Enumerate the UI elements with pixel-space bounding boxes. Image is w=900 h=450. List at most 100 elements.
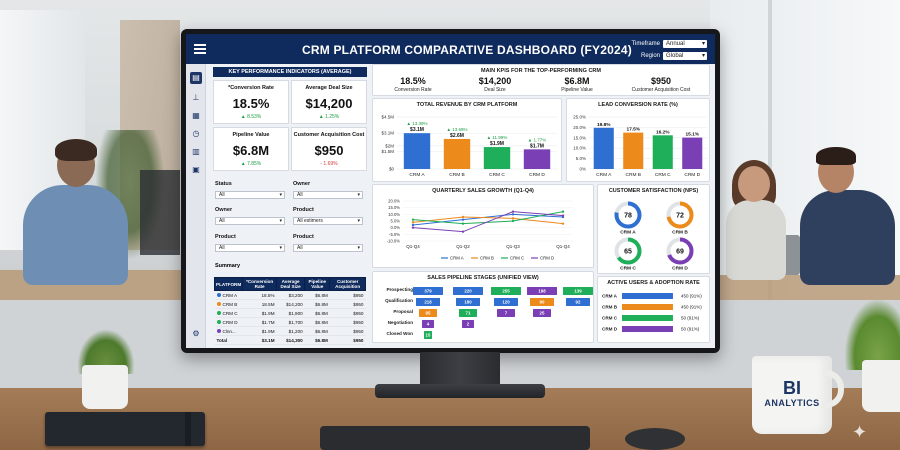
cac-cell: $950 [329, 317, 366, 327]
calendar-icon[interactable]: ▣ [192, 165, 200, 174]
main-kpi-value: $14,200 [478, 76, 512, 86]
timeframe-label: Timeframe [631, 41, 660, 47]
pipeline-stage-block [419, 309, 437, 317]
total-conversion: $3.1M [242, 335, 277, 345]
pipeline-stage-block [491, 287, 521, 295]
table-row[interactable]: CRM B 18.5M $14,200 $6.8M $950 [214, 299, 366, 309]
pipeline-stage-value: 4 [427, 322, 430, 327]
pipeline-stage-block [462, 320, 474, 328]
table-row[interactable]: CRM D $1.7M $1,700 $6.8M $950 [214, 317, 366, 327]
top-bar: CRM PLATFORM COMPARATIVE DASHBOARD (FY20… [186, 34, 715, 64]
status-filter-select[interactable]: All [215, 191, 285, 199]
user-bar-label: CRM C [602, 316, 618, 321]
nps-label: CRM B [672, 230, 688, 236]
dashboard-icon[interactable]: ▤ [190, 72, 202, 84]
y-tick-label: -5.0% [389, 232, 400, 237]
quarterly-growth-panel: QUARTERLY SALES GROWTH (Q1-Q4) -10.0% -5.… [372, 184, 594, 268]
hamburger-menu-icon[interactable] [194, 44, 206, 54]
region-label: Region [640, 53, 660, 59]
stage-label: Negotiation [388, 320, 413, 325]
revenue-bar [523, 149, 551, 169]
pipeline-stage-value: 198 [538, 289, 546, 294]
pipeline-cell: $6.8M [304, 317, 330, 327]
pipeline-cell: $6.8M [304, 299, 330, 309]
table-row[interactable]: CRM C $1.9M $1,900 $6.8M $950 [214, 308, 366, 318]
bar-data-label: $2.6M [450, 133, 464, 139]
user-bar-label: CRM D [602, 327, 618, 332]
kpi-card-average-deal-size: Average Deal Size $14,200 ▲ 1.25% [291, 80, 367, 124]
main-kpi-label: Deal Size [484, 87, 506, 93]
total-label: Total [214, 335, 243, 345]
product-filter-select[interactable]: All estimers [293, 217, 363, 225]
nps-value: 69 [676, 249, 684, 256]
pipeline-stage-block [453, 287, 483, 295]
active-users-panel: ACTIVE USERS & ADOPTION RATE CRM A 450 (9… [597, 276, 710, 343]
series-color-dot [216, 311, 221, 316]
table-row[interactable]: CRM A 18.5% $3,200 $6.8M $950 [214, 290, 366, 300]
user-bar [622, 315, 673, 321]
legend-label: CRM B [480, 256, 494, 261]
conversion-bar [652, 135, 673, 169]
summary-table: PLATFORM *Conversion Rate Average Deal S… [213, 277, 366, 345]
owner-filter-select[interactable]: All [215, 217, 285, 225]
nps-donut-arc [666, 201, 694, 229]
main-kpis-panel: MAIN KPIS FOR THE TOP-PERFORMING CRM 18.… [372, 64, 710, 96]
y-tick-label: 20.0% [573, 125, 586, 130]
bar-chart-icon[interactable]: ▥ [192, 147, 200, 156]
bar-change-label: ▲ 11.99% [487, 135, 508, 140]
pipeline-stage-block [456, 298, 480, 306]
product-filter-label-3: Product [215, 234, 236, 240]
conversion-bar [593, 127, 614, 169]
bar-data-label: 16.2% [656, 129, 670, 135]
conversion-cell: 18.5M [242, 299, 277, 309]
settings-icon[interactable]: ⚙ [192, 329, 200, 338]
clock-icon[interactable]: ◷ [192, 129, 200, 138]
user-bar [622, 326, 673, 332]
product-filter-select-4[interactable]: All [293, 244, 363, 252]
main-kpi-label: Pipeline Value [561, 87, 593, 93]
stage-label: Proposal [393, 309, 413, 314]
user-bar [622, 293, 673, 299]
nps-label: CRM A [620, 230, 636, 236]
platform-name: CRM B [222, 301, 238, 307]
bar-data-label: $1.9M [490, 141, 504, 147]
total-cac: $950 [329, 335, 366, 345]
pipeline-chart: Prospecting Qualification Proposal Negotiat… [385, 287, 593, 339]
owner-filter-select-2[interactable]: All [293, 191, 363, 199]
cac-cell: $950 [329, 299, 366, 309]
hierarchy-icon[interactable]: ⊥ [192, 93, 200, 102]
growth-point [561, 222, 565, 225]
pipeline-stage-value: 90 [540, 300, 545, 305]
kpi-value: $6.8M [232, 143, 270, 158]
growth-point [461, 230, 465, 233]
product-filter-select-3[interactable]: All [215, 244, 285, 252]
kpi-card-pipeline-value: Pipeline Value $6.8M ▲ 7.85% [213, 127, 289, 171]
region-select[interactable]: Global [663, 52, 707, 60]
platform-cell: CRM A [214, 290, 243, 300]
nps-donut-arc [614, 237, 642, 265]
table-row[interactable]: Clnn... $1.9M $1,200 $6.8M $950 [214, 326, 366, 336]
growth-series-line [412, 216, 564, 225]
report-icon[interactable]: ▦ [192, 111, 200, 120]
platform-cell: CRM B [214, 299, 243, 309]
x-tick-label: CRM B [626, 172, 641, 178]
mug-text-analytics: ANALYTICS [764, 398, 820, 408]
kpi-value: 18.5% [232, 96, 270, 111]
background-person-1 [5, 135, 135, 285]
pipeline-stage-block [530, 298, 554, 306]
timeframe-select[interactable]: Annual [663, 40, 707, 48]
user-bar-value: 50 (91%) [681, 327, 700, 332]
revenue-bar [483, 147, 511, 169]
y-tick-label: $4.5M [381, 115, 394, 120]
conversion-bar [623, 132, 644, 169]
bar-change-label: ▲ 13.39% [407, 121, 428, 126]
dashboard-screen: CRM PLATFORM COMPARATIVE DASHBOARD (FY20… [186, 34, 715, 348]
background-monitor [140, 170, 180, 255]
region-filter: Region Global [641, 52, 707, 60]
quarterly-growth-title: QUARTERLY SALES GROWTH (Q1-Q4) [432, 188, 534, 194]
pipeline-stage-value: 25 [540, 311, 545, 316]
pipeline-stage-block [497, 309, 515, 317]
main-kpi-value: $950 [650, 76, 672, 86]
summary-title: Summary [215, 263, 241, 269]
growth-point [561, 210, 565, 213]
